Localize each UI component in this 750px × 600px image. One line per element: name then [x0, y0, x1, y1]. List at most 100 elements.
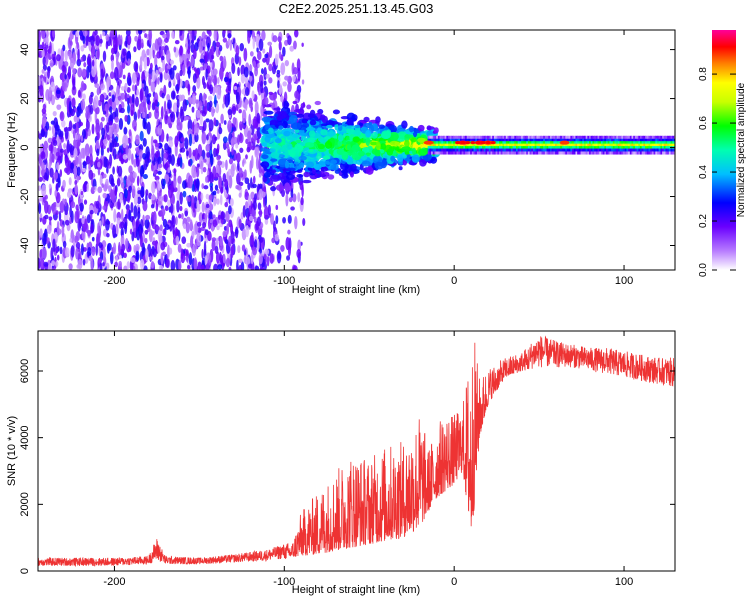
heatmap-cell	[558, 138, 561, 142]
heatmap-cell	[172, 224, 175, 235]
heatmap-cell	[611, 146, 614, 150]
heatmap-cell	[214, 94, 217, 108]
heatmap-cell	[317, 160, 326, 166]
heatmap-cell	[532, 135, 536, 139]
heatmap-cell	[459, 138, 463, 142]
heatmap-cell	[634, 151, 638, 155]
heatmap-cell	[252, 246, 258, 256]
heatmap-cell	[575, 135, 578, 139]
heatmap-cell	[256, 112, 261, 123]
heatmap-cell	[602, 141, 605, 145]
heatmap-peak	[423, 140, 434, 145]
heatmap-cell	[597, 143, 600, 147]
heatmap-cell	[163, 100, 167, 114]
heatmap-cell	[645, 141, 648, 145]
heatmap-cell	[177, 175, 182, 185]
heatmap-cell	[619, 143, 622, 147]
heatmap-cell	[651, 143, 655, 147]
heatmap-cell	[245, 201, 249, 209]
heatmap-cell	[526, 148, 529, 152]
heatmap-cell	[570, 151, 573, 155]
heatmap-cell	[653, 148, 656, 152]
heatmap-cell	[209, 171, 214, 184]
heatmap-cell	[516, 135, 519, 139]
heatmap-cell	[220, 211, 226, 220]
heatmap-cell	[555, 146, 558, 150]
heatmap-cell	[432, 148, 435, 152]
heatmap-cell	[101, 183, 104, 188]
heatmap-cell	[560, 151, 563, 155]
heatmap-cell	[553, 151, 556, 155]
heatmap-cell	[234, 226, 239, 239]
heatmap-cell	[578, 143, 582, 147]
heatmap-cell	[187, 30, 193, 35]
heatmap-cell	[488, 151, 492, 155]
heatmap-cell	[205, 263, 210, 270]
heatmap-cell	[499, 138, 502, 142]
heatmap-cell	[454, 148, 458, 152]
heatmap-cell	[213, 117, 217, 126]
heatmap-cell	[238, 56, 242, 66]
heatmap-cell	[163, 152, 168, 159]
heatmap-cell	[668, 141, 672, 145]
heatmap-cell	[505, 143, 509, 147]
heatmap-cell	[624, 135, 627, 139]
heatmap-cell	[667, 148, 670, 152]
heatmap-cell	[454, 151, 458, 155]
heatmap-cell	[261, 116, 272, 123]
heatmap-cell	[621, 148, 624, 152]
heatmap-cell	[119, 107, 125, 114]
heatmap-cell	[624, 143, 627, 147]
heatmap-cell	[609, 143, 612, 147]
heatmap-cell	[215, 148, 220, 155]
heatmap-cell	[211, 106, 215, 118]
heatmap-cell	[69, 238, 73, 243]
heatmap-cell	[643, 143, 646, 147]
heatmap-cell	[271, 237, 276, 244]
heatmap-cell	[468, 143, 471, 147]
heatmap-cell	[672, 135, 675, 139]
heatmap-cell	[247, 130, 252, 142]
heatmap-cell	[90, 223, 94, 234]
heatmap-cell	[617, 143, 621, 147]
heatmap-cell	[532, 141, 536, 145]
heatmap-cell	[600, 143, 604, 147]
heatmap-cell	[470, 143, 473, 147]
heatmap-cell	[190, 194, 195, 209]
heatmap-cell	[106, 166, 109, 174]
heatmap-cell	[448, 141, 451, 145]
heatmap-cell	[136, 88, 140, 96]
heatmap-cell	[650, 146, 653, 150]
heatmap-cell	[667, 138, 670, 142]
heatmap-cell	[504, 138, 507, 142]
heatmap-cell	[191, 106, 195, 113]
heatmap-cell	[254, 193, 257, 202]
heatmap-cell	[271, 169, 277, 174]
heatmap-cell	[81, 217, 86, 224]
heatmap-cell	[634, 146, 638, 150]
heatmap-cell	[201, 110, 207, 117]
heatmap-cell	[490, 148, 493, 152]
heatmap-cell	[524, 143, 527, 147]
heatmap-cell	[568, 135, 571, 139]
heatmap-cell	[549, 148, 553, 152]
heatmap-cell	[176, 98, 180, 109]
heatmap-cell	[648, 135, 651, 139]
heatmap-cell	[536, 138, 539, 142]
heatmap-cell	[541, 143, 544, 147]
heatmap-cell	[378, 124, 386, 129]
heatmap-cell	[448, 148, 451, 152]
heatmap-cell	[434, 143, 437, 147]
heatmap-cell	[623, 135, 626, 139]
heatmap-cell	[267, 204, 271, 216]
heatmap-cell	[200, 264, 205, 270]
heatmap-cell	[274, 53, 279, 66]
heatmap-cell	[573, 148, 576, 152]
heatmap-cell	[619, 135, 622, 139]
heatmap-cell	[131, 84, 136, 92]
heatmap-peak	[455, 141, 461, 145]
heatmap-cell	[458, 135, 461, 139]
heatmap-cell	[196, 263, 202, 270]
heatmap-cell	[39, 196, 43, 202]
heatmap-cell	[89, 209, 94, 215]
